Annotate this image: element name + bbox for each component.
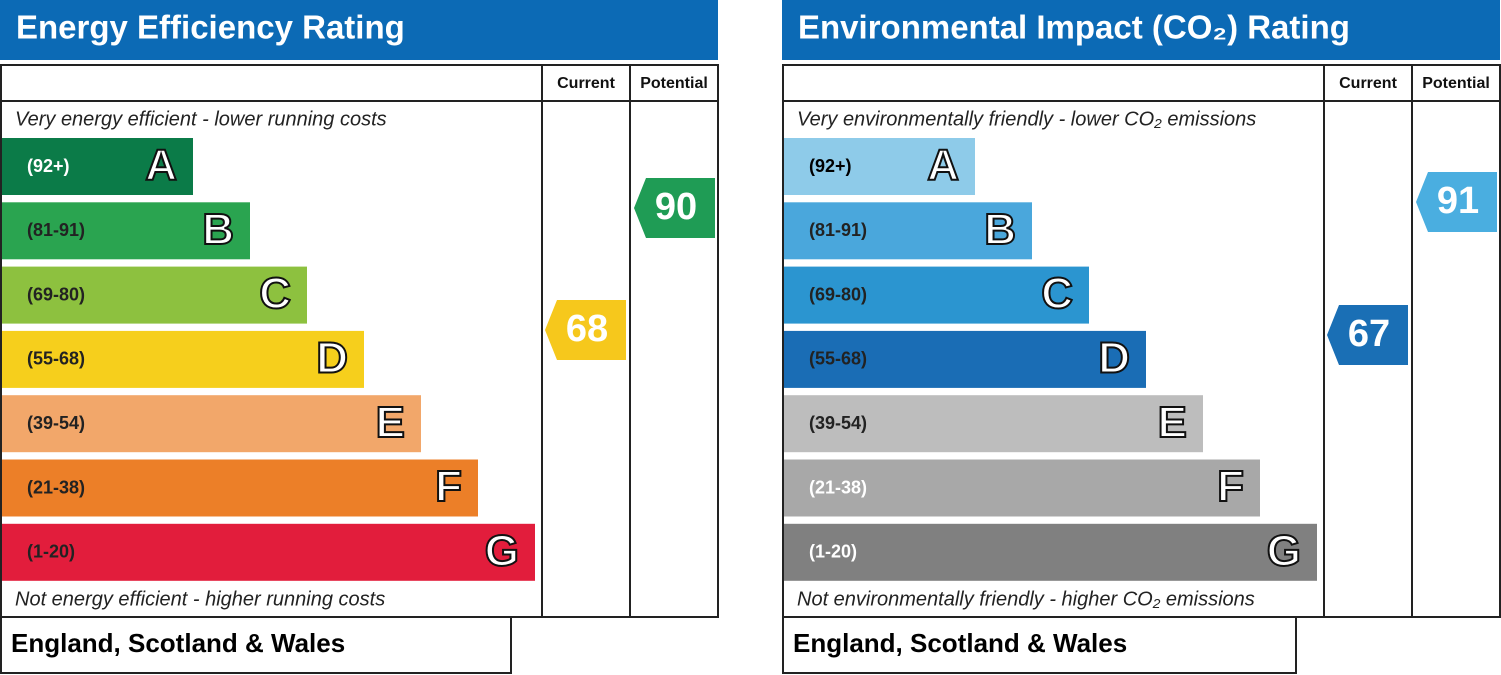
band-range: (55-68) — [809, 349, 867, 369]
bottom-note: Not energy efficient - higher running co… — [15, 588, 385, 610]
footer-text: England, Scotland & Wales — [11, 628, 345, 658]
column-header: Potential — [640, 75, 708, 92]
band-letter: A — [927, 141, 959, 190]
band-range: (39-54) — [27, 413, 85, 433]
band-letter: F — [435, 462, 462, 511]
rating-band — [784, 330, 1146, 388]
footer-box — [782, 616, 1297, 674]
rating-band — [2, 395, 421, 453]
band-letter: C — [259, 269, 291, 318]
band-range: (81-91) — [27, 220, 85, 240]
band-letter: D — [316, 334, 348, 383]
panel-title: Energy Efficiency Rating — [16, 9, 405, 46]
band-letter: E — [1158, 398, 1187, 447]
band-range: (92+) — [809, 156, 852, 176]
potential-arrow — [1416, 172, 1497, 232]
footer-box — [0, 616, 512, 674]
band-range: (55-68) — [27, 349, 85, 369]
rating-band — [784, 523, 1317, 581]
band-range: (69-80) — [809, 284, 867, 304]
potential-score: 90 — [655, 186, 697, 228]
title-bar — [0, 0, 718, 60]
band-letter: A — [145, 141, 177, 190]
band-range: (1-20) — [27, 542, 75, 562]
rating-band — [784, 459, 1260, 517]
band-letter: G — [485, 526, 519, 575]
band-letter: E — [376, 398, 405, 447]
top-note: Very energy efficient - lower running co… — [15, 108, 387, 130]
band-range: (92+) — [27, 156, 70, 176]
rating-band — [2, 202, 250, 260]
footer-text: England, Scotland & Wales — [793, 628, 1127, 658]
band-range: (69-80) — [27, 284, 85, 304]
rating-band — [784, 395, 1203, 453]
band-letter: C — [1041, 269, 1073, 318]
rating-band — [2, 459, 478, 517]
bottom-note: Not environmentally friendly - higher CO… — [797, 588, 1255, 610]
band-letter: F — [1217, 462, 1244, 511]
potential-score: 91 — [1437, 180, 1479, 222]
rating-band — [2, 523, 535, 581]
band-range: (21-38) — [809, 477, 867, 497]
band-letter: B — [202, 205, 234, 254]
top-note: Very environmentally friendly - lower CO… — [797, 108, 1256, 130]
panel-title: Environmental Impact (CO₂) Rating — [798, 9, 1350, 46]
potential-arrow — [634, 178, 715, 238]
rating-band — [784, 202, 1032, 260]
title-bar — [782, 0, 1500, 60]
rating-band — [2, 330, 364, 388]
column-header: Current — [557, 75, 615, 92]
band-range: (21-38) — [27, 477, 85, 497]
column-header: Potential — [1422, 75, 1490, 92]
band-letter: B — [984, 205, 1016, 254]
band-range: (81-91) — [809, 220, 867, 240]
rating-band — [2, 266, 307, 324]
rating-band — [784, 138, 975, 195]
band-range: (1-20) — [809, 542, 857, 562]
band-letter: D — [1098, 334, 1130, 383]
current-score: 68 — [566, 308, 608, 350]
current-arrow — [545, 300, 626, 360]
current-score: 67 — [1348, 313, 1390, 355]
band-range: (39-54) — [809, 413, 867, 433]
rating-band — [784, 266, 1089, 324]
current-arrow — [1327, 305, 1408, 365]
band-letter: G — [1267, 526, 1301, 575]
column-header: Current — [1339, 75, 1397, 92]
rating-band — [2, 138, 193, 195]
